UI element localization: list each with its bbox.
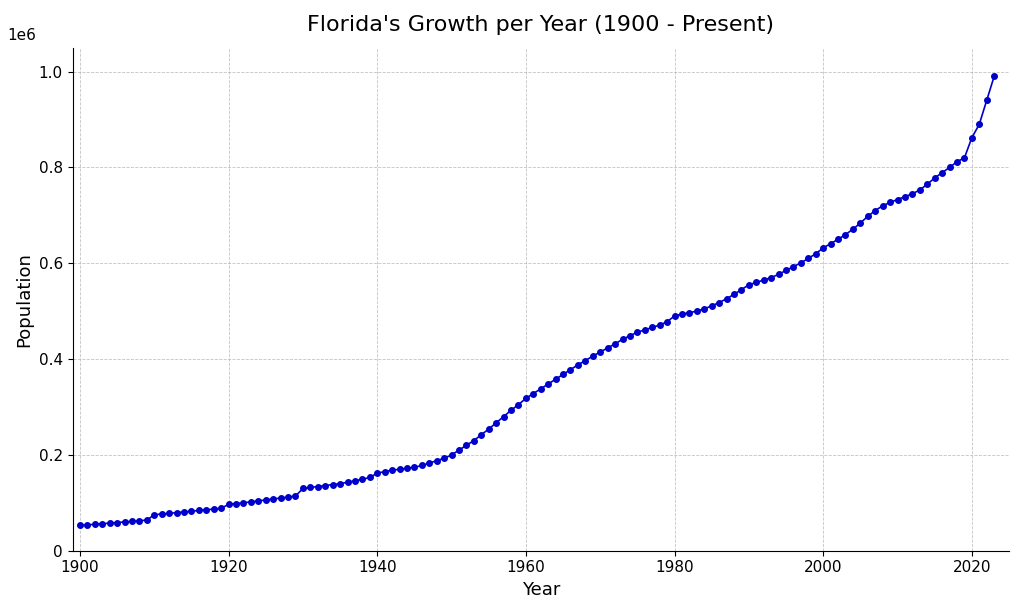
Title: Florida's Growth per Year (1900 - Present): Florida's Growth per Year (1900 - Presen… <box>307 15 774 35</box>
X-axis label: Year: Year <box>521 581 560 599</box>
Text: 1e6: 1e6 <box>7 28 36 42</box>
Y-axis label: Population: Population <box>15 252 33 347</box>
